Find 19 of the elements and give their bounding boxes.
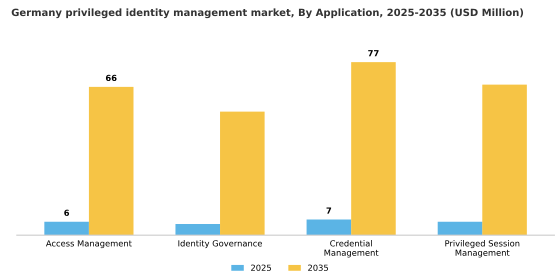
bar: [482, 84, 527, 236]
x-tick-label: Access Management: [46, 240, 132, 248]
data-label: 77: [368, 50, 379, 56]
bar: [175, 224, 220, 236]
data-label: 6: [64, 210, 70, 216]
bar: [351, 62, 396, 236]
bar: [88, 86, 134, 236]
bar: [220, 112, 265, 236]
x-tick-label: Identity Governance: [178, 240, 262, 248]
bar: [438, 222, 482, 236]
chart-title: Germany privileged identity management market, By Application, 2025-2035 (USD Million): [12, 8, 524, 18]
bar: [44, 222, 89, 236]
data-label: 66: [106, 74, 117, 82]
legend-label: 2035: [308, 264, 328, 271]
x-tick-label: Credential Management: [324, 240, 378, 258]
bar: [306, 219, 352, 236]
x-tick-label: Privileged Session Management: [445, 240, 520, 258]
legend-label: 2025: [251, 264, 271, 271]
data-label: 7: [326, 207, 332, 214]
